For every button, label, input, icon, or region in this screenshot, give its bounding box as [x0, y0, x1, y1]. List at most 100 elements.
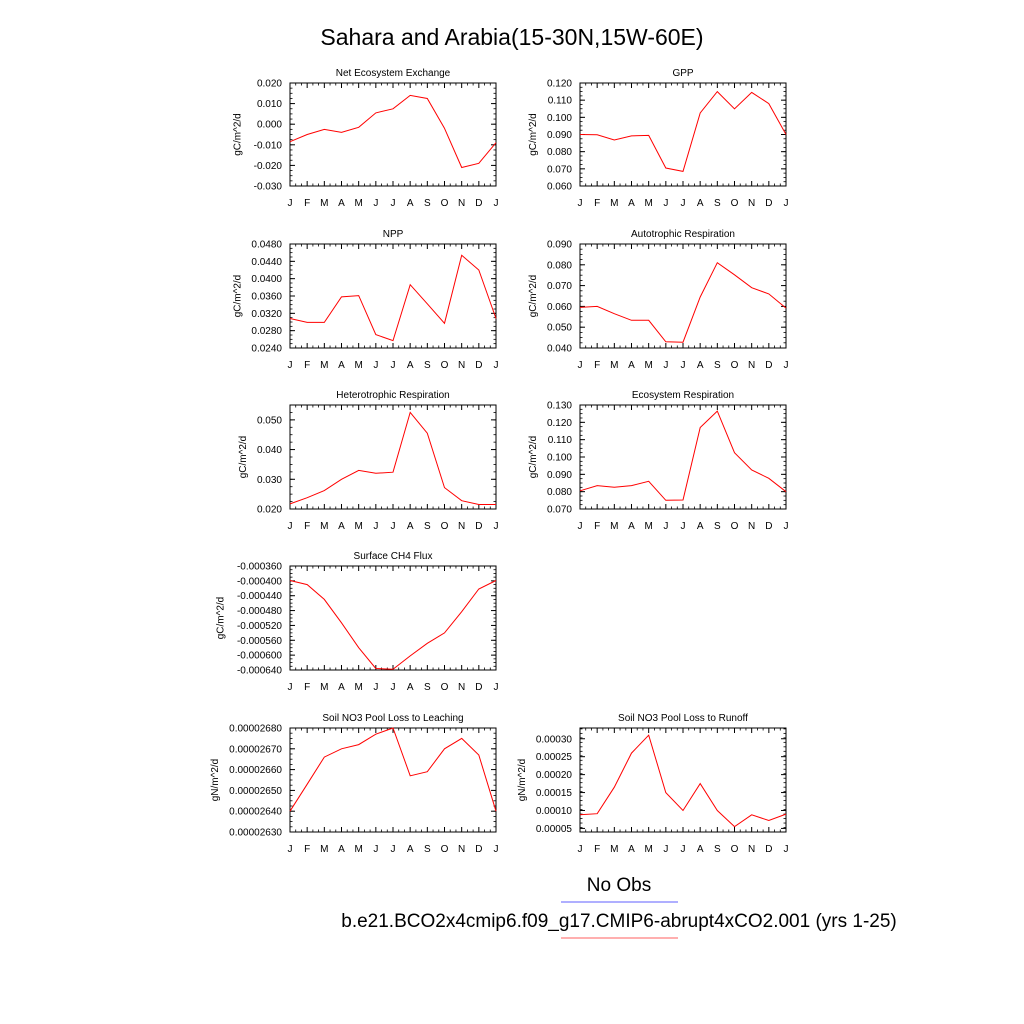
x-tick-label: J — [681, 360, 686, 371]
panel-title: Surface CH4 Flux — [354, 551, 433, 562]
y-tick-label: -0.000560 — [237, 636, 282, 647]
series-line — [579, 410, 787, 501]
y-tick-label: -0.000400 — [237, 576, 282, 587]
x-tick-label: F — [304, 521, 310, 532]
x-tick-label: M — [354, 521, 362, 532]
y-tick-label: 0.00002680 — [229, 724, 282, 735]
plot-frame — [289, 404, 497, 510]
x-tick-label: J — [663, 844, 668, 855]
x-tick-label: J — [681, 198, 686, 209]
x-tick-label: F — [304, 682, 310, 693]
panel-title: Soil NO3 Pool Loss to Runoff — [618, 713, 748, 724]
x-tick-label: N — [748, 360, 755, 371]
plot-frame — [289, 565, 497, 671]
y-tick-label: -0.000360 — [237, 562, 282, 573]
x-tick-label: J — [373, 844, 378, 855]
x-tick-label: A — [628, 521, 635, 532]
plot-frame — [289, 243, 497, 349]
series-line — [289, 727, 497, 812]
x-tick-label: F — [594, 198, 600, 209]
y-tick-label: 0.070 — [547, 164, 572, 175]
y-tick-label: 0.070 — [547, 281, 572, 292]
x-tick-label: A — [338, 521, 345, 532]
y-tick-label: 0.020 — [257, 505, 282, 516]
panel-title: Autotrophic Respiration — [631, 229, 735, 240]
panel-title: Net Ecosystem Exchange — [336, 68, 451, 79]
x-tick-label: M — [644, 360, 652, 371]
x-tick-label: A — [407, 844, 414, 855]
series-line — [289, 580, 497, 670]
x-tick-label: A — [407, 198, 414, 209]
x-tick-label: J — [784, 844, 789, 855]
y-tick-label: 0.010 — [257, 99, 282, 110]
x-tick-label: J — [681, 844, 686, 855]
x-tick-label: J — [373, 682, 378, 693]
x-tick-label: J — [391, 521, 396, 532]
x-tick-label: J — [578, 198, 583, 209]
y-tick-label: 0.00002660 — [229, 765, 282, 776]
y-axis-label: gN/m^2/d — [210, 759, 221, 802]
x-tick-label: F — [594, 844, 600, 855]
y-tick-label: -0.000480 — [237, 606, 282, 617]
x-tick-label: O — [441, 360, 449, 371]
y-axis-label: gC/m^2/d — [232, 275, 243, 318]
x-tick-label: S — [424, 844, 431, 855]
x-tick-label: J — [784, 198, 789, 209]
y-tick-label: -0.000640 — [237, 666, 282, 677]
y-tick-label: 0.0280 — [251, 326, 282, 337]
x-tick-label: O — [441, 521, 449, 532]
x-tick-label: J — [681, 521, 686, 532]
y-axis-label: gC/m^2/d — [232, 113, 243, 156]
y-tick-label: 0.00005 — [536, 824, 573, 835]
x-tick-label: J — [578, 844, 583, 855]
x-tick-label: A — [407, 521, 414, 532]
x-tick-label: N — [748, 844, 755, 855]
x-tick-label: A — [338, 682, 345, 693]
y-tick-label: 0.110 — [548, 96, 573, 107]
y-tick-label: 0.00030 — [536, 734, 573, 745]
y-tick-label: 0.0360 — [251, 292, 282, 303]
panel-title: NPP — [383, 229, 404, 240]
x-tick-label: D — [765, 360, 772, 371]
x-tick-label: A — [628, 844, 635, 855]
y-tick-label: 0.00002650 — [229, 786, 282, 797]
y-tick-label: 0.100 — [547, 453, 572, 464]
x-tick-label: D — [475, 198, 482, 209]
y-axis-label: gC/m^2/d — [216, 597, 227, 640]
y-tick-label: -0.030 — [254, 182, 283, 193]
x-tick-label: S — [424, 682, 431, 693]
panel-title: Ecosystem Respiration — [632, 390, 734, 401]
plot-frame — [289, 727, 497, 833]
y-tick-label: 0.120 — [547, 418, 572, 429]
x-tick-label: M — [610, 360, 618, 371]
y-tick-label: -0.020 — [254, 161, 283, 172]
y-axis-label: gC/m^2/d — [528, 436, 539, 479]
y-tick-label: 0.0480 — [251, 240, 282, 251]
x-tick-label: M — [644, 844, 652, 855]
x-tick-label: J — [494, 682, 499, 693]
plot-frame — [289, 82, 497, 187]
y-tick-label: 0.020 — [257, 79, 282, 90]
x-tick-label: D — [475, 360, 482, 371]
x-tick-label: J — [391, 682, 396, 693]
y-tick-label: 0.00002670 — [229, 744, 282, 755]
y-tick-label: 0.030 — [257, 475, 282, 486]
x-tick-label: M — [354, 360, 362, 371]
x-tick-label: M — [320, 844, 328, 855]
y-tick-label: 0.040 — [257, 445, 282, 456]
x-tick-label: M — [320, 360, 328, 371]
panel-title: GPP — [672, 68, 693, 79]
x-tick-label: J — [494, 844, 499, 855]
x-tick-label: N — [458, 360, 465, 371]
series-line — [289, 411, 496, 505]
x-tick-label: D — [765, 198, 772, 209]
y-tick-label: 0.0400 — [251, 274, 282, 285]
x-tick-label: S — [714, 521, 721, 532]
x-tick-label: S — [424, 198, 431, 209]
y-axis-label: gC/m^2/d — [528, 113, 539, 156]
y-tick-label: 0.080 — [547, 260, 572, 271]
